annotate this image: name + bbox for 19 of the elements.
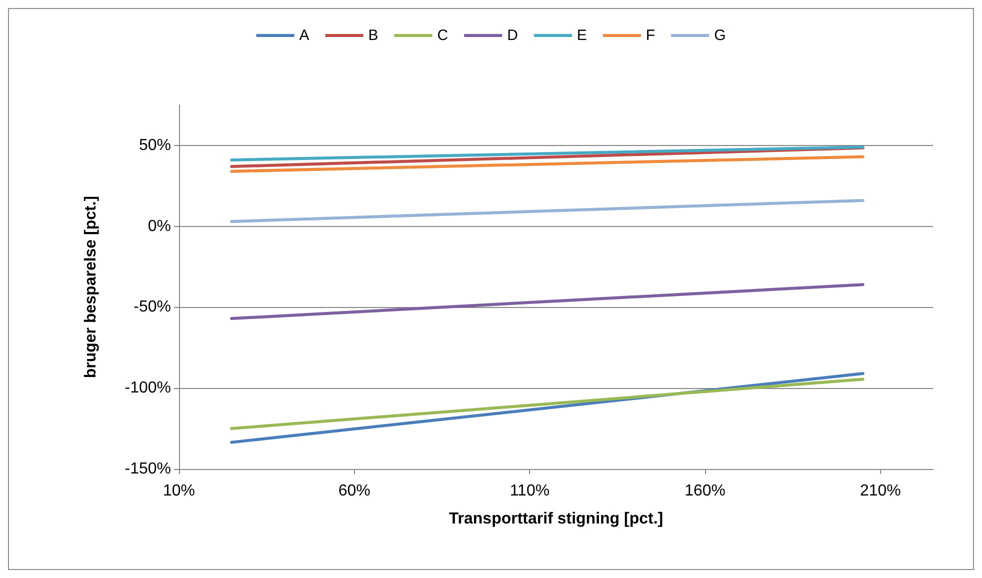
legend-label: B <box>368 27 378 44</box>
legend-label: D <box>507 27 518 44</box>
y-tick-label: -100% <box>124 380 171 397</box>
y-axis-title: bruger besparelse [pct.] <box>82 196 100 378</box>
legend-label: C <box>437 27 448 44</box>
x-tick-label: 60% <box>338 482 370 500</box>
x-tick-label: 160% <box>684 482 726 500</box>
y-tick-label: 50% <box>138 136 171 154</box>
x-axis-title: Transporttarif stigning [pct.] <box>448 510 664 528</box>
legend-label: F <box>646 27 656 44</box>
legend-label: G <box>714 27 726 44</box>
x-tick-label: 210% <box>860 482 901 500</box>
y-tick-label: -50% <box>134 298 171 316</box>
x-tick-label: 10% <box>162 482 196 500</box>
x-tick-label: 110% <box>510 482 550 500</box>
legend-label: E <box>576 27 587 44</box>
y-tick-label: -150% <box>124 460 171 478</box>
legend-label: A <box>299 27 310 44</box>
y-tick-label: 0% <box>148 218 171 235</box>
